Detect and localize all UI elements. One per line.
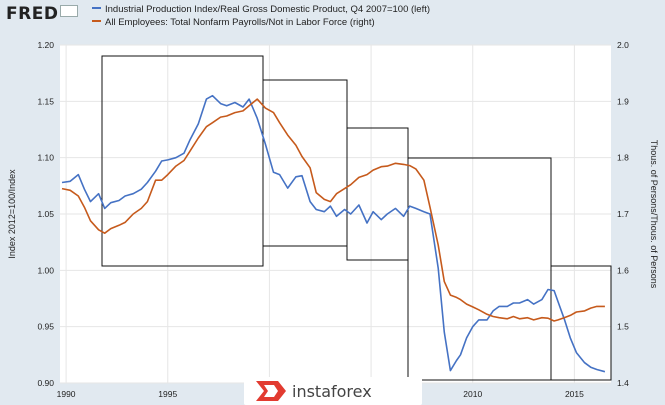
y-left-tick-label: 1.00 xyxy=(37,265,54,275)
series-line-right xyxy=(61,98,605,322)
y-right-tick-label: 1.6 xyxy=(617,265,629,275)
y-left-axis-title: Index 2012=100/Index xyxy=(7,169,17,259)
y-left-tick-label: 1.20 xyxy=(37,40,54,50)
y-right-tick-label: 1.8 xyxy=(617,153,629,163)
y-left-tick-label: 1.15 xyxy=(37,96,54,106)
legend-label-left: Industrial Production Index/Real Gross D… xyxy=(105,4,431,15)
x-tick-label: 1990 xyxy=(57,389,76,399)
series-line-left xyxy=(61,94,606,373)
y-left-tick-label: 1.05 xyxy=(37,209,54,219)
y-right-tick-label: 1.7 xyxy=(617,209,629,219)
legend-swatch-right xyxy=(92,20,101,22)
annotation-boxes xyxy=(101,55,612,381)
legend-swatch-left xyxy=(92,7,101,9)
x-tick-label: 2010 xyxy=(463,389,482,399)
series-layer xyxy=(61,94,606,373)
y-left-tick-label: 0.90 xyxy=(37,378,54,388)
y-right-tick-label: 1.4 xyxy=(617,378,629,388)
fred-logo[interactable]: FRED xyxy=(6,4,79,24)
instaforex-logo-icon xyxy=(256,381,286,401)
chart-trend-icon xyxy=(60,5,79,17)
y-left-tick-label: 0.95 xyxy=(37,322,54,332)
y-right-tick-label: 1.9 xyxy=(617,96,629,106)
y-right-tick-label: 1.5 xyxy=(617,322,629,332)
x-tick-label: 2015 xyxy=(565,389,584,399)
y-right-tick-label: 2.0 xyxy=(617,40,629,50)
y-left-tick-label: 1.10 xyxy=(37,153,54,163)
legend-item-left-series: Industrial Production Index/Real Gross D… xyxy=(92,4,430,15)
x-tick-label: 1995 xyxy=(158,389,177,399)
fred-logo-text: FRED xyxy=(6,4,59,24)
legend-label-right: All Employees: Total Nonfarm Payrolls/No… xyxy=(105,17,375,28)
instaforex-watermark: instaforex xyxy=(244,377,422,405)
y-right-axis-title: Thous. of Persons/Thous. of Persons xyxy=(649,140,659,289)
legend-item-right-series: All Employees: Total Nonfarm Payrolls/No… xyxy=(92,17,375,28)
annotation-box-5 xyxy=(550,265,612,381)
watermark-text: instaforex xyxy=(292,381,372,401)
